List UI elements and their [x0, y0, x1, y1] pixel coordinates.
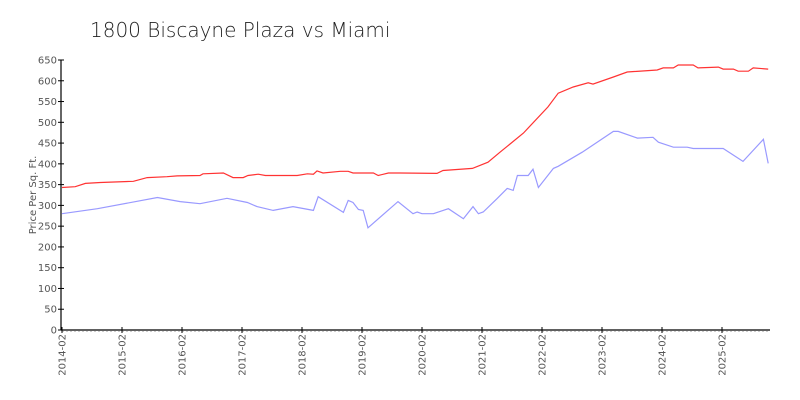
y-tick-label: 50: [44, 305, 57, 316]
series-lines: [61, 64, 769, 229]
y-axis-label: Price Per Sq. Ft.: [28, 156, 39, 235]
x-tick-label: 2015-02: [118, 334, 129, 376]
x-tick-label: 2025-02: [718, 334, 729, 376]
x-tick-label: 2017-02: [238, 334, 249, 376]
y-tick-label: 250: [38, 222, 57, 233]
x-tick-label: 2020-02: [418, 334, 429, 376]
y-tick-label: 350: [38, 180, 57, 191]
x-tick-label: 2014-02: [58, 334, 69, 376]
series-line-property: [61, 64, 769, 189]
x-tick-label: 2024-02: [658, 334, 669, 376]
y-tick-label: 400: [38, 159, 57, 170]
y-tick-label: 100: [38, 284, 57, 295]
y-tick-label: 0: [51, 326, 57, 337]
y-tick-label: 300: [38, 201, 57, 212]
x-tick-label: 2016-02: [178, 334, 189, 376]
y-tick-label: 550: [38, 97, 57, 108]
y-tick-label: 450: [38, 139, 57, 150]
x-tick-label: 2022-02: [538, 334, 549, 376]
x-tick-label: 2023-02: [598, 334, 609, 376]
x-tick-label: 2019-02: [358, 334, 369, 376]
series-line-market: [61, 130, 769, 229]
x-tick-label: 2018-02: [298, 334, 309, 376]
y-tick-label: 650: [38, 56, 57, 67]
y-tick-label: 600: [38, 76, 57, 87]
y-tick-label: 200: [38, 242, 57, 253]
y-tick-label: 150: [38, 263, 57, 274]
y-tick-label: 500: [38, 118, 57, 129]
x-tick-label: 2021-02: [478, 334, 489, 376]
chart-title: 1800 Biscayne Plaza vs Miami: [90, 18, 390, 42]
axes: 0 50 100 150 200 250 300 350 400 450 500 550 600 650 2…: [38, 56, 770, 376]
